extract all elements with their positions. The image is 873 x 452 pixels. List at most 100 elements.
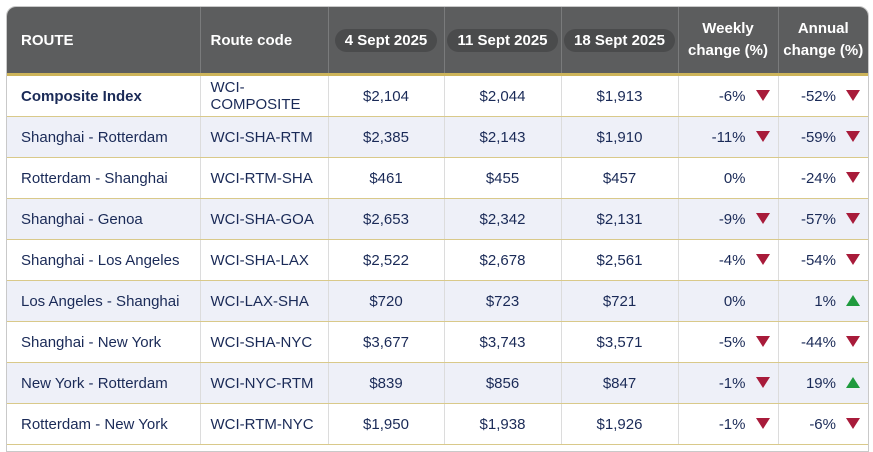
wci-table-container: ROUTE Route code 4 Sept 2025 11 Sept 202… bbox=[6, 6, 869, 452]
down-arrow-icon bbox=[846, 213, 860, 225]
rate-11-sept-cell: $3,743 bbox=[444, 321, 562, 363]
annual-change-value: 19% bbox=[805, 374, 836, 392]
annual-change-cell: 1% bbox=[778, 280, 868, 322]
route-code-cell: WCI-RTM-SHA bbox=[200, 157, 329, 199]
annual-change-value: 1% bbox=[814, 292, 836, 310]
route-code-cell: WCI-SHA-RTM bbox=[200, 116, 329, 158]
table-row: Rotterdam - New York WCI-RTM-NYC $1,950 $1,… bbox=[7, 403, 868, 445]
rate-4-sept-cell: $839 bbox=[328, 362, 445, 404]
annual-change-value: -44% bbox=[800, 333, 836, 351]
rate-18-sept-cell: $1,913 bbox=[561, 74, 679, 117]
down-arrow-icon bbox=[846, 418, 860, 430]
route-cell: Shanghai - Los Angeles bbox=[7, 239, 201, 281]
rate-11-sept-cell: $2,678 bbox=[444, 239, 562, 281]
route-code-cell: WCI-SHA-GOA bbox=[200, 198, 329, 240]
rate-4-sept-cell: $461 bbox=[328, 157, 445, 199]
rate-18-sept-cell: $1,926 bbox=[561, 403, 679, 445]
annual-change-cell: -52% bbox=[778, 74, 868, 117]
table-row: Rotterdam - Shanghai WCI-RTM-SHA $461 $455 $… bbox=[7, 157, 868, 199]
annual-change-cell: -24% bbox=[778, 157, 868, 199]
route-cell: Shanghai - Rotterdam bbox=[7, 116, 201, 158]
down-arrow-icon bbox=[755, 213, 770, 225]
route-code-cell: WCI-COMPOSITE bbox=[200, 74, 329, 117]
rate-18-sept-cell: $2,131 bbox=[561, 198, 679, 240]
weekly-change-value: 0% bbox=[723, 292, 746, 310]
weekly-change-value: -1% bbox=[718, 415, 746, 433]
route-cell: Shanghai - New York bbox=[7, 321, 201, 363]
weekly-change-cell: -5% bbox=[678, 321, 779, 363]
header-date-1[interactable]: 4 Sept 2025 bbox=[328, 7, 445, 76]
header-annual-line2: change (%) bbox=[783, 42, 864, 59]
weekly-change-cell: -11% bbox=[678, 116, 779, 158]
down-arrow-icon bbox=[755, 377, 770, 389]
annual-change-value: -52% bbox=[800, 87, 836, 105]
down-arrow-icon bbox=[755, 90, 770, 102]
table-row: New York - Rotterdam WCI-NYC-RTM $839 $856 $… bbox=[7, 362, 868, 404]
down-arrow-icon bbox=[846, 254, 860, 266]
table-row: Shanghai - Los Angeles WCI-SHA-LAX $2,522 $… bbox=[7, 239, 868, 281]
header-weekly-line2: change (%) bbox=[687, 42, 768, 59]
route-code-cell: WCI-SHA-NYC bbox=[200, 321, 329, 363]
rate-18-sept-cell: $2,561 bbox=[561, 239, 679, 281]
header-route-code[interactable]: Route code bbox=[200, 7, 329, 76]
header-annual-change[interactable]: Annual change (%) bbox=[778, 7, 868, 76]
annual-change-value: -54% bbox=[800, 251, 836, 269]
rate-4-sept-cell: $2,653 bbox=[328, 198, 445, 240]
weekly-change-cell: -6% bbox=[678, 74, 779, 117]
rate-18-sept-cell: $1,910 bbox=[561, 116, 679, 158]
annual-change-value: -57% bbox=[800, 210, 836, 228]
header-date-2[interactable]: 11 Sept 2025 bbox=[444, 7, 562, 76]
weekly-change-value: -6% bbox=[718, 87, 746, 105]
header-route[interactable]: ROUTE bbox=[7, 7, 201, 76]
wci-rates-table: ROUTE Route code 4 Sept 2025 11 Sept 202… bbox=[7, 7, 868, 445]
rate-11-sept-cell: $856 bbox=[444, 362, 562, 404]
table-row: Composite Index WCI-COMPOSITE $2,104 $2,044… bbox=[7, 74, 868, 117]
rate-11-sept-cell: $2,342 bbox=[444, 198, 562, 240]
weekly-change-value: -9% bbox=[718, 210, 746, 228]
header-date-3[interactable]: 18 Sept 2025 bbox=[561, 7, 679, 76]
table-row: Shanghai - Genoa WCI-SHA-GOA $2,653 $2,342 $… bbox=[7, 198, 868, 240]
weekly-change-value: 0% bbox=[723, 169, 746, 187]
down-arrow-icon bbox=[846, 90, 860, 102]
rate-18-sept-cell: $847 bbox=[561, 362, 679, 404]
rate-18-sept-cell: $3,571 bbox=[561, 321, 679, 363]
rate-4-sept-cell: $720 bbox=[328, 280, 445, 322]
up-arrow-icon bbox=[846, 295, 860, 307]
rate-4-sept-cell: $2,104 bbox=[328, 74, 445, 117]
rate-11-sept-cell: $723 bbox=[444, 280, 562, 322]
date-pill-2: 11 Sept 2025 bbox=[447, 28, 558, 52]
weekly-change-cell: 0% bbox=[678, 280, 779, 322]
rate-18-sept-cell: $457 bbox=[561, 157, 679, 199]
annual-change-cell: -57% bbox=[778, 198, 868, 240]
rate-11-sept-cell: $2,143 bbox=[444, 116, 562, 158]
down-arrow-icon bbox=[755, 254, 770, 266]
route-cell: Composite Index bbox=[7, 74, 201, 117]
down-arrow-icon bbox=[846, 131, 860, 143]
table-row: Shanghai - New York WCI-SHA-NYC $3,677 $3,7… bbox=[7, 321, 868, 363]
weekly-change-cell: -1% bbox=[678, 362, 779, 404]
rate-4-sept-cell: $2,385 bbox=[328, 116, 445, 158]
route-cell: Rotterdam - Shanghai bbox=[7, 157, 201, 199]
annual-change-value: -6% bbox=[809, 415, 836, 433]
up-arrow-icon bbox=[846, 377, 860, 389]
route-cell: Rotterdam - New York bbox=[7, 403, 201, 445]
rate-11-sept-cell: $455 bbox=[444, 157, 562, 199]
route-cell: Los Angeles - Shanghai bbox=[7, 280, 201, 322]
weekly-change-cell: -1% bbox=[678, 403, 779, 445]
header-annual-line1: Annual bbox=[797, 20, 849, 37]
route-cell: Shanghai - Genoa bbox=[7, 198, 201, 240]
rate-11-sept-cell: $1,938 bbox=[444, 403, 562, 445]
annual-change-cell: 19% bbox=[778, 362, 868, 404]
annual-change-value: -24% bbox=[800, 169, 836, 187]
down-arrow-icon bbox=[846, 172, 860, 184]
weekly-change-cell: -9% bbox=[678, 198, 779, 240]
down-arrow-icon bbox=[755, 131, 770, 143]
down-arrow-icon bbox=[846, 336, 860, 348]
route-cell: New York - Rotterdam bbox=[7, 362, 201, 404]
header-weekly-change[interactable]: Weekly change (%) bbox=[678, 7, 779, 76]
weekly-change-value: -5% bbox=[718, 333, 746, 351]
weekly-change-value: -1% bbox=[718, 374, 746, 392]
route-code-cell: WCI-LAX-SHA bbox=[200, 280, 329, 322]
table-header-row: ROUTE Route code 4 Sept 2025 11 Sept 202… bbox=[7, 7, 868, 76]
annual-change-cell: -59% bbox=[778, 116, 868, 158]
